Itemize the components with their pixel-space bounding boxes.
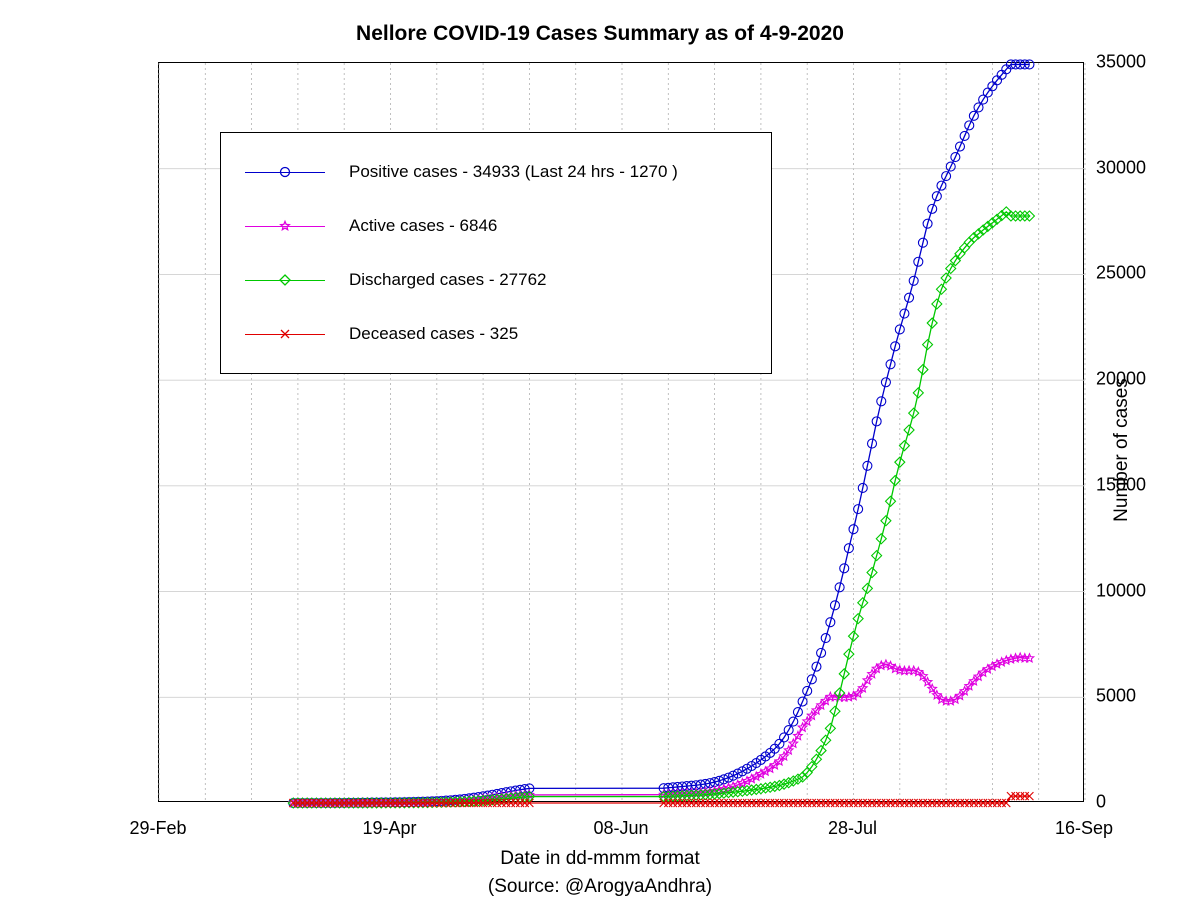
y-tick-label: 5000: [1096, 686, 1136, 707]
legend-label-deceased: Deceased cases - 325: [349, 324, 518, 344]
x-axis-label-line2: (Source: @ArogyaAndhra): [0, 876, 1200, 898]
y-tick-label: 35000: [1096, 52, 1146, 73]
legend-label-active: Active cases - 6846: [349, 216, 497, 236]
legend-row-positive: Positive cases - 34933 (Last 24 hrs - 12…: [221, 145, 771, 199]
x-axis-label-line1: Date in dd-mmm format: [0, 848, 1200, 870]
chart-title: Nellore COVID-19 Cases Summary as of 4-9…: [0, 22, 1200, 46]
x-tick-label: 19-Apr: [362, 818, 416, 839]
legend-row-discharged: Discharged cases - 27762: [221, 253, 771, 307]
x-tick-label: 16-Sep: [1055, 818, 1113, 839]
legend: Positive cases - 34933 (Last 24 hrs - 12…: [220, 132, 772, 374]
legend-row-deceased: Deceased cases - 325: [221, 307, 771, 361]
series-line-active: [293, 658, 1029, 803]
y-axis-label: Number of cases: [1111, 378, 1133, 522]
legend-label-discharged: Discharged cases - 27762: [349, 270, 547, 290]
y-tick-label: 30000: [1096, 157, 1146, 178]
x-tick-label: 08-Jun: [593, 818, 648, 839]
y-tick-label: 0: [1096, 792, 1106, 813]
x-tick-label: 28-Jul: [828, 818, 877, 839]
legend-label-positive: Positive cases - 34933 (Last 24 hrs - 12…: [349, 162, 678, 182]
legend-row-active: Active cases - 6846: [221, 199, 771, 253]
y-tick-label: 10000: [1096, 580, 1146, 601]
y-tick-label: 25000: [1096, 263, 1146, 284]
chart-container: Nellore COVID-19 Cases Summary as of 4-9…: [0, 0, 1200, 900]
x-tick-label: 29-Feb: [129, 818, 186, 839]
